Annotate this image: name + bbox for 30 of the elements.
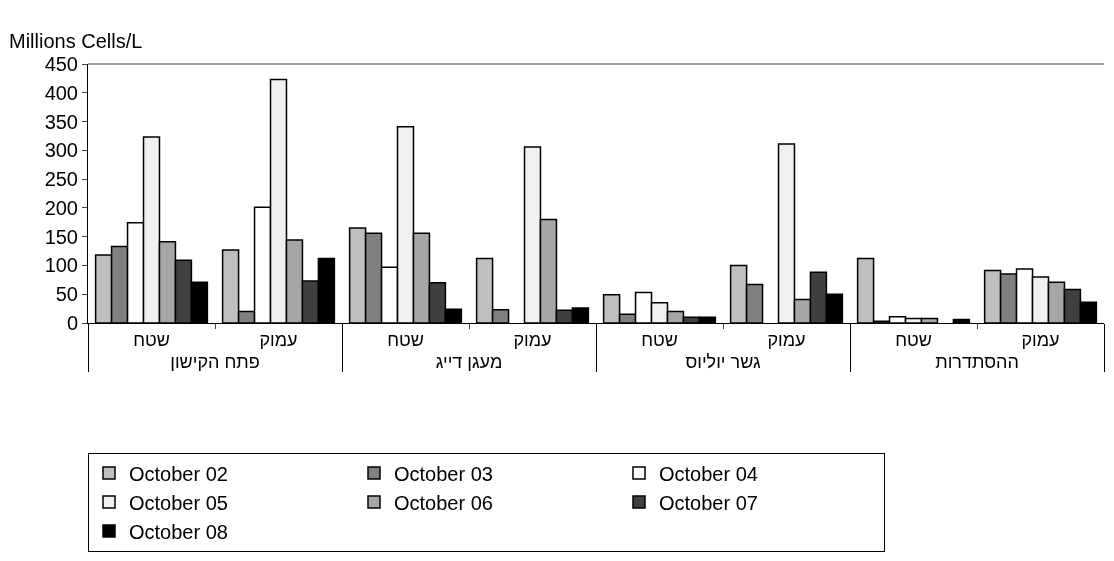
x-tick-label: שטח <box>133 329 170 350</box>
legend-label: October 05 <box>129 491 228 514</box>
y-tick-label: 450 <box>44 53 78 75</box>
text: ההסתדרות <box>935 351 1019 372</box>
x-tick-label: שטח <box>895 329 932 350</box>
text: גשר יוליוס <box>685 351 761 372</box>
y-tick-label: 100 <box>44 254 78 277</box>
x-tick-label: עמוק <box>767 329 806 350</box>
x-tick-label: עמוק <box>513 329 552 350</box>
y-tick-label: 150 <box>44 225 78 248</box>
y-tick-label: 350 <box>44 110 78 133</box>
legend-label: October 08 <box>129 520 228 543</box>
legend-label: October 02 <box>129 462 228 485</box>
text: פתח הקישון <box>170 351 260 372</box>
y-tick-label: 400 <box>44 81 78 104</box>
y-tick-label: 200 <box>44 196 78 219</box>
x-tick-label: שטח <box>387 329 424 350</box>
legend-label: October 03 <box>394 462 493 485</box>
legend-label: October 04 <box>659 462 758 485</box>
text: מעגן דייג <box>435 351 503 372</box>
y-tick-label: 250 <box>44 168 78 191</box>
y-tick-label: 300 <box>44 139 78 162</box>
x-tick-label: שטח <box>641 329 678 350</box>
legend-label: October 06 <box>394 491 493 514</box>
x-tick-label: עמוק <box>1021 329 1060 350</box>
legend-label: October 07 <box>659 491 758 514</box>
y-tick-label: 50 <box>55 283 78 306</box>
x-tick-label: עמוק <box>259 329 298 350</box>
y-tick-label: 0 <box>66 312 78 334</box>
y-axis-title: Millions Cells/L <box>9 30 143 52</box>
